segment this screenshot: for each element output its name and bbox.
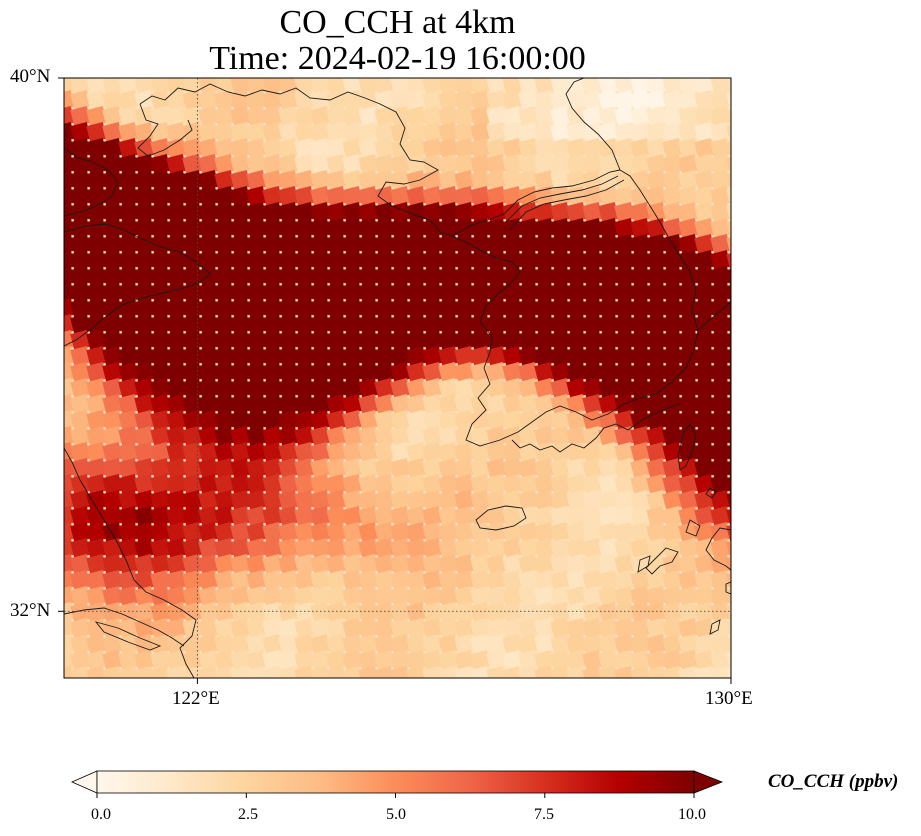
coastline-korea-north-border: [451, 169, 621, 237]
coastline-jeju: [475, 505, 527, 531]
coastline-tsushima: [677, 423, 697, 471]
coastline-kyushu-west: [645, 519, 701, 575]
map-time-subtitle: Time: 2024-02-19 16:00:00: [209, 40, 586, 77]
coastline-liaodong-west: [137, 103, 193, 157]
map-title: CO_CCH at 4km: [279, 4, 516, 41]
coastline-chongming: [94, 621, 162, 651]
coastline-bohai-west: [64, 147, 119, 217]
colorbar-label-4: 10.0: [678, 806, 706, 823]
lat-label-40: 40°N: [10, 66, 51, 87]
colorbar-label-2: 5.0: [386, 806, 406, 823]
colorbar: [71, 770, 724, 798]
lat-label-32: 32°N: [10, 600, 51, 621]
coastline-shandong: [64, 223, 211, 347]
axis-ticks: [58, 77, 732, 684]
coastline-kyushu: [705, 527, 731, 571]
coastline-korea-south-islands: [511, 403, 681, 453]
map-frame: [63, 77, 732, 679]
co-concentration-field: [64, 78, 731, 678]
gridlines: [64, 78, 731, 678]
coastline-liaodong: [139, 83, 453, 237]
coastlines: [64, 78, 731, 678]
coastline-korea-northeast: [565, 78, 621, 171]
coastline-yangtze-mouth: [64, 607, 185, 647]
colorbar-label-3: 7.5: [534, 806, 554, 823]
colorbar-gradient: [96, 770, 695, 794]
colorbar-title: CO_CCH (ppbv): [768, 771, 899, 792]
coastline-korea-border-parallel2: [509, 179, 625, 231]
coastline-korea-east: [697, 301, 731, 331]
colorbar-extend-min: [71, 770, 98, 794]
colorbar-extend-max: [693, 770, 724, 794]
coastline-korea-west: [451, 169, 699, 447]
coastline-goto: [637, 487, 717, 573]
coastline-jiangsu: [64, 447, 197, 678]
coastline-korea-border-parallel: [505, 175, 619, 223]
colorbar-label-0: 0.0: [91, 806, 111, 823]
lon-label-122: 122°E: [172, 688, 220, 709]
coastline-koshiki: [709, 581, 731, 635]
colorbar-label-1: 2.5: [238, 806, 258, 823]
lon-label-130: 130°E: [705, 688, 753, 709]
map-panel: [64, 78, 731, 678]
